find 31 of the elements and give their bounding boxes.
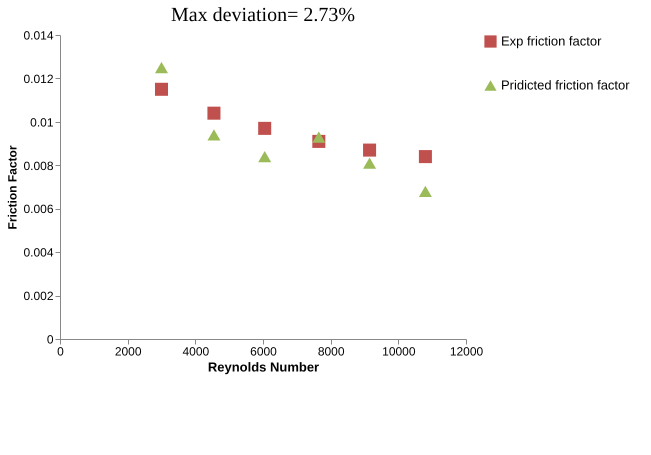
legend-label: Exp friction factor bbox=[501, 34, 602, 48]
point bbox=[154, 62, 168, 74]
y-tick-label: 0.012 bbox=[23, 72, 54, 86]
x-tick-label: 12000 bbox=[450, 344, 484, 358]
x-tick-label: 4000 bbox=[182, 344, 210, 358]
point bbox=[312, 131, 326, 143]
x-tick-label: 8000 bbox=[318, 344, 345, 358]
y-tick-label: 0.002 bbox=[23, 289, 54, 304]
x-tick-label: 2000 bbox=[114, 344, 142, 358]
y-tick-label: 0.006 bbox=[23, 202, 54, 216]
x-tick-label: 6000 bbox=[250, 344, 278, 358]
y-tick-label: 0.01 bbox=[30, 115, 54, 130]
point bbox=[363, 157, 376, 169]
point bbox=[258, 150, 272, 162]
legend-label: Pridicted friction factor bbox=[501, 78, 630, 92]
point bbox=[418, 150, 432, 164]
point bbox=[154, 82, 168, 96]
x-axis-title: Reynolds Number bbox=[208, 360, 320, 374]
x-tick-label: 10000 bbox=[382, 344, 416, 358]
y-tick-label: 0 bbox=[46, 332, 54, 346]
chart-title: Max deviation= 2.73% bbox=[170, 4, 356, 26]
y-tick-label: 0.008 bbox=[23, 158, 54, 173]
point bbox=[207, 129, 220, 141]
y-axis-title: Friction Factor bbox=[5, 145, 20, 230]
point bbox=[207, 106, 220, 120]
y-tick-label: 0.004 bbox=[23, 246, 54, 260]
x-tick-label: 0 bbox=[57, 344, 64, 358]
point bbox=[258, 122, 272, 135]
point bbox=[418, 186, 432, 197]
point bbox=[363, 144, 376, 157]
y-tick-label: 0.014 bbox=[23, 28, 54, 42]
